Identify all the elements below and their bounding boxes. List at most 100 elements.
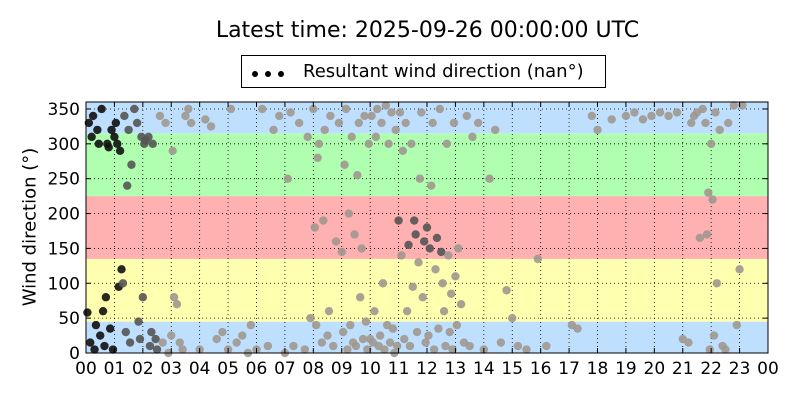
data-point bbox=[275, 111, 284, 121]
data-point bbox=[127, 160, 136, 169]
data-point bbox=[448, 345, 457, 354]
x-tick-label: 21 bbox=[672, 359, 694, 379]
x-tick-label: 22 bbox=[700, 359, 722, 379]
data-point bbox=[395, 108, 405, 117]
x-tick-label: 10 bbox=[359, 359, 381, 379]
data-point bbox=[404, 240, 413, 250]
data-point bbox=[422, 223, 432, 232]
data-point bbox=[212, 334, 221, 344]
data-point bbox=[125, 338, 135, 347]
data-point bbox=[664, 111, 673, 121]
x-tick-label: 01 bbox=[104, 359, 126, 379]
data-point bbox=[107, 125, 116, 135]
data-point bbox=[283, 174, 292, 183]
x-tick-label: 20 bbox=[644, 359, 666, 379]
x-tick-label: 13 bbox=[445, 359, 467, 379]
y-tick-label: 350 bbox=[48, 100, 80, 120]
data-point bbox=[319, 216, 328, 225]
data-point bbox=[401, 118, 410, 128]
data-point bbox=[587, 111, 597, 121]
data-point bbox=[111, 118, 121, 128]
data-point bbox=[135, 334, 145, 344]
data-point bbox=[373, 104, 382, 114]
data-point bbox=[377, 118, 386, 128]
data-point bbox=[147, 327, 156, 337]
data-point bbox=[705, 345, 714, 354]
data-point bbox=[378, 279, 388, 288]
data-point bbox=[695, 233, 704, 243]
data-point bbox=[522, 345, 531, 354]
data-point bbox=[326, 111, 335, 121]
data-point bbox=[93, 125, 102, 135]
data-point bbox=[151, 334, 160, 344]
y-tick-label: 150 bbox=[48, 239, 80, 259]
data-point bbox=[88, 111, 98, 121]
x-tick-label: 03 bbox=[160, 359, 182, 379]
data-point bbox=[324, 306, 334, 316]
data-point bbox=[341, 104, 351, 114]
data-point bbox=[732, 320, 741, 330]
data-point bbox=[438, 279, 447, 288]
data-point bbox=[364, 139, 373, 149]
data-point bbox=[340, 160, 349, 169]
data-point bbox=[120, 111, 129, 121]
data-point bbox=[338, 327, 348, 337]
data-point bbox=[358, 334, 368, 344]
data-point bbox=[178, 345, 187, 354]
data-point bbox=[331, 237, 341, 246]
data-point bbox=[698, 104, 707, 114]
data-point bbox=[363, 345, 372, 354]
data-point bbox=[621, 111, 631, 121]
data-point bbox=[441, 341, 450, 351]
data-point bbox=[421, 338, 430, 347]
data-point bbox=[313, 153, 322, 162]
data-point bbox=[117, 265, 126, 274]
data-point bbox=[593, 125, 602, 135]
y-tick-label: 200 bbox=[48, 205, 80, 225]
data-point bbox=[113, 139, 122, 149]
data-point bbox=[533, 254, 543, 264]
data-point bbox=[702, 230, 712, 239]
data-point bbox=[729, 101, 739, 110]
y-tick-label: 100 bbox=[48, 274, 80, 294]
data-point bbox=[432, 233, 442, 243]
data-point bbox=[431, 265, 440, 274]
data-point bbox=[392, 341, 402, 351]
data-point bbox=[502, 286, 511, 295]
data-point bbox=[400, 334, 409, 344]
data-point bbox=[701, 118, 710, 128]
data-point bbox=[428, 118, 437, 128]
data-point bbox=[115, 146, 125, 156]
data-point bbox=[226, 104, 236, 114]
data-point bbox=[353, 171, 362, 180]
x-tick-label: 16 bbox=[530, 359, 552, 379]
legend-marker-dot bbox=[265, 71, 271, 77]
data-point bbox=[485, 174, 494, 183]
data-point bbox=[105, 324, 115, 333]
data-point bbox=[343, 345, 352, 354]
data-point bbox=[123, 181, 132, 190]
data-point bbox=[87, 132, 96, 142]
data-point bbox=[496, 338, 506, 347]
data-point bbox=[451, 272, 460, 281]
data-point bbox=[98, 306, 108, 316]
data-point bbox=[513, 341, 523, 351]
data-point bbox=[411, 230, 420, 239]
data-point bbox=[175, 338, 184, 347]
chart-title: Latest time: 2025-09-26 00:00:00 UTC bbox=[215, 18, 640, 43]
data-point bbox=[118, 279, 128, 288]
data-point bbox=[388, 324, 398, 333]
legend-marker bbox=[252, 71, 284, 77]
data-point bbox=[424, 331, 433, 340]
data-point bbox=[311, 320, 321, 330]
data-point bbox=[356, 293, 365, 302]
data-point bbox=[357, 244, 366, 253]
data-point bbox=[402, 306, 412, 316]
x-tick-label: 19 bbox=[615, 359, 637, 379]
data-point bbox=[167, 331, 176, 340]
data-point bbox=[375, 331, 385, 340]
data-point bbox=[672, 108, 682, 117]
data-point bbox=[706, 139, 716, 149]
data-point bbox=[454, 244, 463, 253]
